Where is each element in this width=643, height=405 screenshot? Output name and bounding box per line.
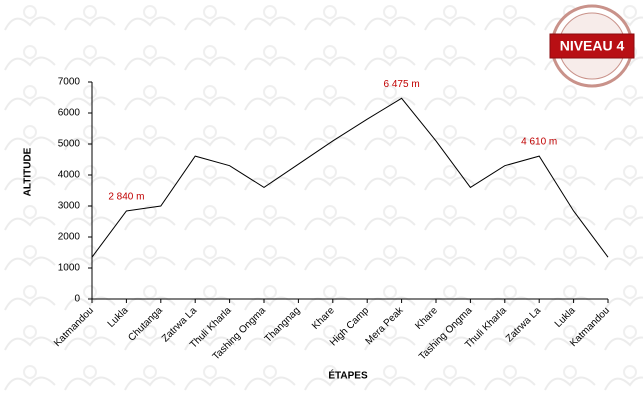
y-tick-label: 2000 — [58, 232, 81, 243]
y-tick-label: 4000 — [58, 170, 81, 181]
y-tick-label: 7000 — [58, 77, 81, 88]
data-label: 6 475 m — [384, 79, 420, 90]
y-tick-label: 1000 — [58, 263, 81, 274]
y-tick-label: 6000 — [58, 108, 81, 119]
line — [91, 97, 609, 258]
badge-text: NIVEAU 4 — [560, 38, 625, 54]
x-axis-label: ÉTAPES — [328, 369, 368, 382]
y-tick-label: 0 — [74, 294, 80, 305]
y-axis-label: ALTITUDE — [23, 147, 34, 196]
data-label: 2 840 m — [108, 192, 144, 203]
data-label: 4 610 m — [521, 137, 557, 148]
y-tick-label: 3000 — [58, 201, 81, 212]
y-tick-label: 5000 — [58, 139, 81, 150]
badge: NIVEAU 4 — [549, 4, 635, 88]
